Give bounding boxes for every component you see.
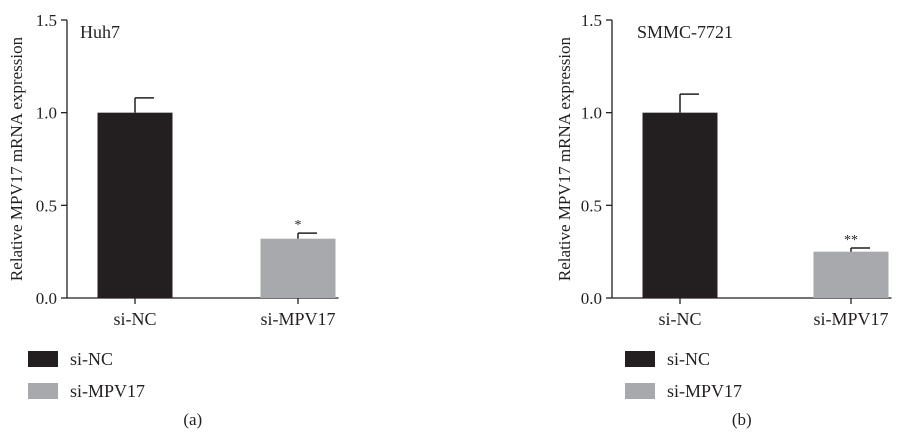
significance-marker: *: [295, 218, 302, 233]
y-tick-label: 1.5: [581, 11, 602, 30]
x-tick-label: si-MPV17: [260, 309, 335, 329]
significance-marker: **: [844, 233, 858, 248]
y-axis-label: Relative MPV17 mRNA expression: [7, 36, 26, 281]
bar-si-nc: [97, 112, 173, 299]
y-tick-label: 1.0: [36, 104, 57, 123]
legend-swatch: [28, 383, 58, 399]
y-tick-label: 0.0: [36, 289, 57, 308]
panel-label: (a): [183, 410, 202, 429]
y-tick-label: 1.0: [581, 104, 602, 123]
legend-label: si-MPV17: [70, 381, 145, 401]
legend-swatch: [625, 383, 655, 399]
legend-label: si-MPV17: [667, 381, 742, 401]
legend-swatch: [28, 351, 58, 367]
legend-swatch: [625, 351, 655, 367]
y-tick-label: 1.5: [36, 11, 57, 30]
panel-b: 0.0 0.5 1.0 1.5 Relative MPV17 mRNA expressi…: [555, 11, 892, 429]
bar-si-mpv17: [260, 238, 336, 298]
y-tick-label: 0.5: [581, 196, 602, 215]
legend-label: si-NC: [667, 349, 710, 369]
x-tick-label: si-NC: [658, 309, 701, 329]
y-tick-label: 0.5: [36, 196, 57, 215]
bar-si-nc: [642, 112, 718, 299]
legend-label: si-NC: [70, 349, 113, 369]
chart-title: Huh7: [80, 22, 120, 42]
x-tick-label: si-NC: [113, 309, 156, 329]
y-axis-label: Relative MPV17 mRNA expression: [555, 36, 574, 281]
y-tick-label: 0.0: [581, 289, 602, 308]
chart-title: SMMC-7721: [637, 22, 733, 42]
x-tick-label: si-MPV17: [813, 309, 888, 329]
panel-label: (b): [732, 410, 752, 429]
bar-si-mpv17: [813, 251, 889, 298]
panel-a: 0.0 0.5 1.0 1.5 Relative MPV17 mRNA expressi…: [7, 11, 339, 429]
